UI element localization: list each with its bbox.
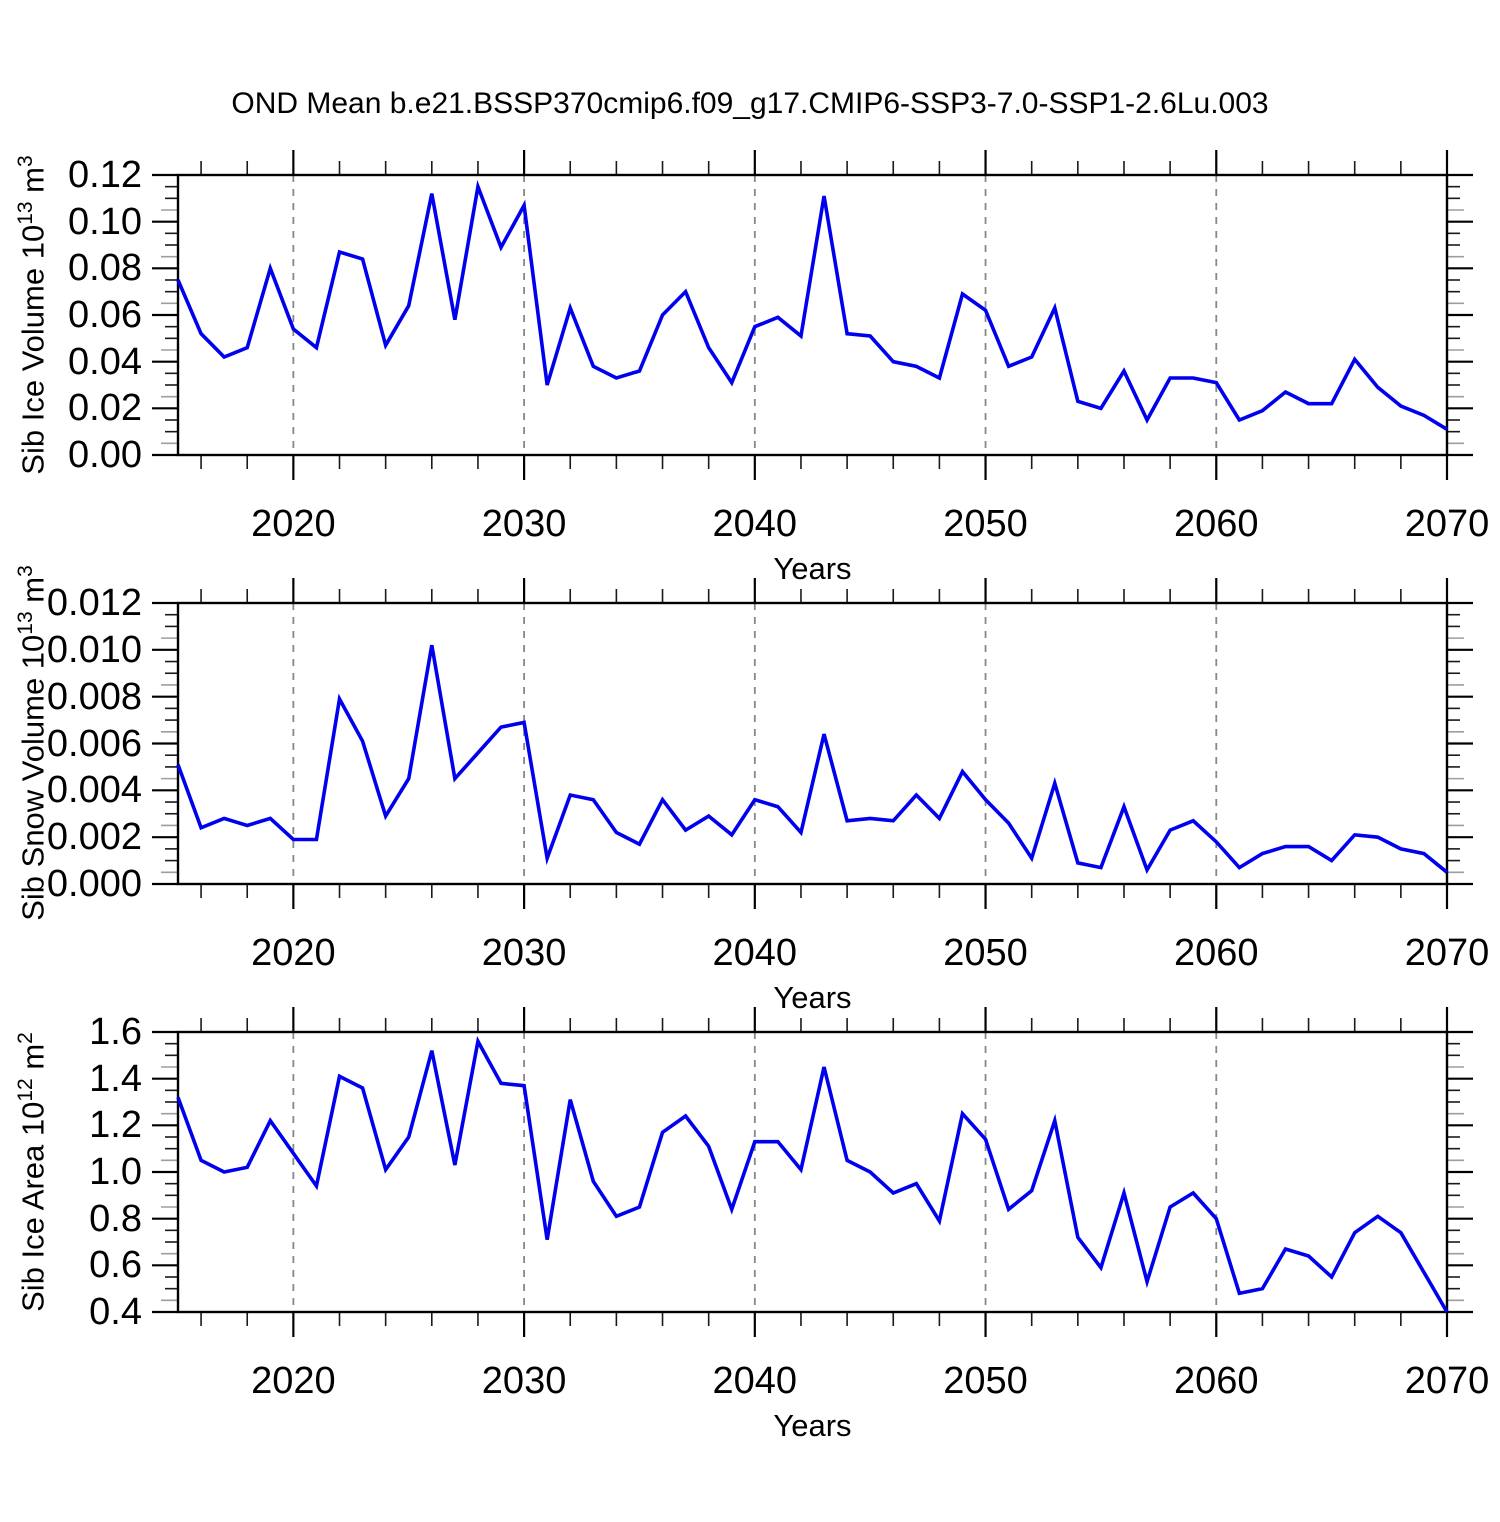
y-tick-label: 0.6: [89, 1244, 142, 1287]
x-tick-label: 2070: [1404, 503, 1490, 545]
y-tick-label: 1.6: [89, 1011, 142, 1053]
x-tick-label: 2030: [481, 1360, 567, 1402]
x-axis-title-chart1: Years: [773, 551, 852, 586]
x-tick-label: 2050: [943, 1360, 1028, 1402]
x-tick-label: 2020: [251, 932, 336, 974]
x-tick-label: 2060: [1173, 1360, 1259, 1402]
x-axis-title-chart2: Years: [773, 980, 852, 1015]
x-tick-label: 2020: [251, 503, 336, 545]
y-tick-label: 0.012: [46, 582, 142, 624]
y-tick-label: 0.008: [46, 675, 142, 718]
x-tick-label: 2050: [943, 932, 1028, 974]
x-tick-label: 2070: [1404, 932, 1490, 974]
y-tick-label: 0.000: [46, 863, 142, 905]
y-tick-label: 0.004: [46, 769, 142, 812]
data-line-series: [176, 644, 1449, 875]
plot-frame: [176, 601, 1449, 886]
x-tick-label: 2030: [481, 932, 567, 974]
x-tick-label: 2040: [712, 932, 798, 974]
y-tick-label: 0.10: [68, 200, 142, 243]
x-tick-label: 2040: [712, 503, 798, 545]
x-tick-label: 2070: [1404, 1360, 1490, 1402]
y-tick-label: 0.12: [68, 154, 142, 196]
x-tick-label: 2030: [481, 503, 567, 545]
x-tick-label: 2040: [712, 1360, 798, 1402]
y-tick-label: 1.0: [89, 1151, 142, 1193]
x-tick-label: 2020: [251, 1360, 336, 1402]
x-tick-label: 2050: [943, 503, 1028, 545]
data-line-series: [176, 1036, 1449, 1313]
y-tick-label: 0.010: [46, 628, 142, 671]
data-line-series: [176, 179, 1448, 431]
y-tick-label: 0.8: [89, 1197, 142, 1240]
page-title: OND Mean b.e21.BSSP370cmip6.f09_g17.CMIP…: [231, 87, 1269, 120]
x-tick-label: 2060: [1173, 932, 1259, 974]
y-tick-label: 0.06: [68, 294, 142, 336]
y-tick-label: 1.4: [89, 1057, 142, 1100]
x-tick-label: 2060: [1173, 503, 1259, 545]
y-tick-label: 0.08: [68, 247, 142, 290]
plot-frame: [176, 173, 1449, 457]
x-axis-title-chart3: Years: [773, 1408, 852, 1443]
y-tick-label: 0.02: [68, 387, 142, 430]
y-tick-label: 1.2: [89, 1104, 142, 1147]
y-tick-label: 0.4: [89, 1291, 142, 1333]
y-tick-label: 0.00: [68, 434, 142, 476]
y-tick-label: 0.002: [46, 816, 142, 859]
y-tick-label: 0.006: [46, 722, 142, 765]
plot-frame: [176, 1030, 1449, 1314]
y-tick-label: 0.04: [68, 340, 142, 383]
